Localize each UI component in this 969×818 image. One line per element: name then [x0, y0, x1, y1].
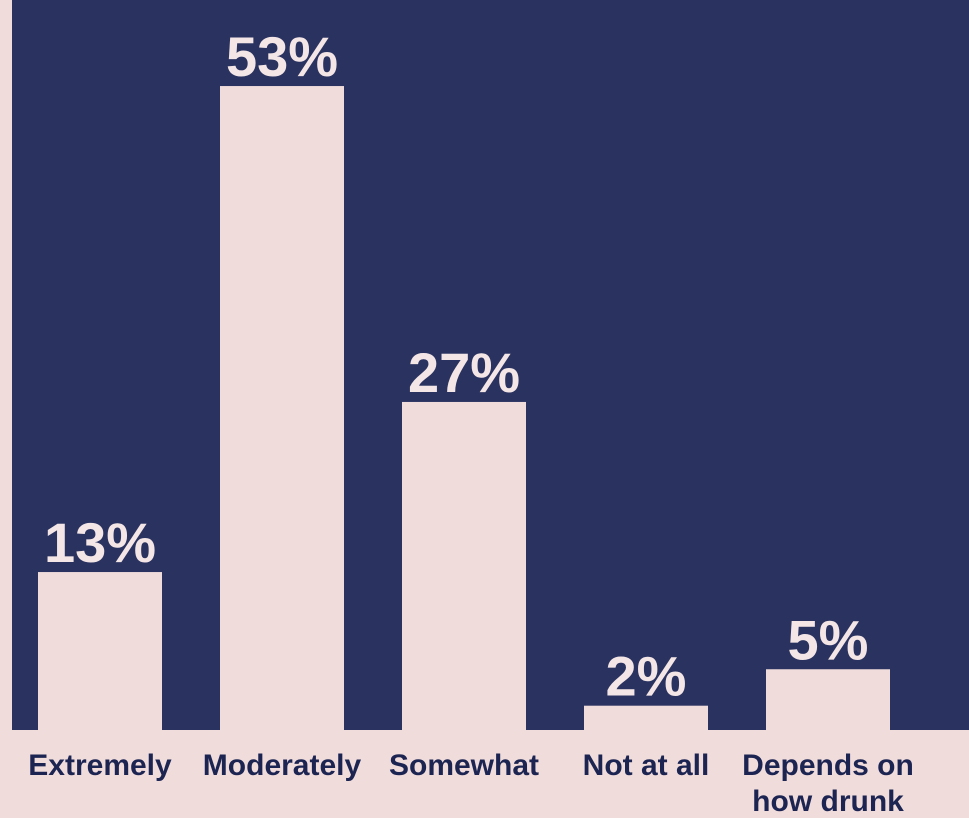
bar-3 — [584, 705, 708, 732]
value-label-3: 2% — [606, 645, 687, 708]
value-label-0: 13% — [44, 511, 156, 574]
category-label-1: Moderately — [203, 749, 362, 782]
category-label-0-line-0: Extremely — [28, 749, 172, 782]
value-labels-group: 13% 53% 27% 2% 5% — [44, 25, 869, 708]
category-label-4-line-1: how drunk — [752, 785, 904, 818]
category-label-1-line-0: Moderately — [203, 749, 362, 782]
bar-2 — [402, 401, 526, 732]
bar-0 — [38, 572, 162, 732]
category-label-0: Extremely — [28, 749, 172, 782]
category-label-4-line-0: Depends on — [742, 749, 914, 782]
bars-group — [38, 86, 890, 733]
value-label-4: 5% — [788, 608, 869, 671]
bar-4 — [766, 669, 890, 732]
category-label-2-line-0: Somewhat — [389, 749, 539, 782]
category-label-2: Somewhat — [389, 749, 539, 782]
category-labels-group: Extremely Moderately Somewhat Not at all Dep… — [28, 749, 914, 818]
value-label-2: 27% — [408, 341, 520, 404]
category-label-3: Not at all — [583, 749, 710, 782]
category-label-3-line-0: Not at all — [583, 749, 710, 782]
value-label-1: 53% — [226, 25, 338, 88]
bar-1 — [220, 86, 344, 733]
category-label-4: Depends on how drunk — [742, 749, 914, 818]
